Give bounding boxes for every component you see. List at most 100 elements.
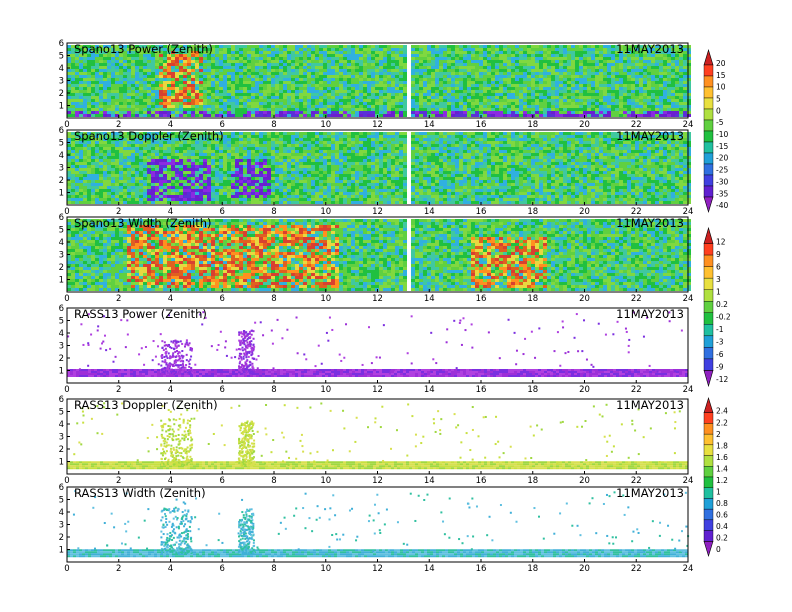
heatmap-cell (519, 78, 523, 81)
heatmap-cell (283, 87, 287, 90)
heatmap-cell (231, 108, 235, 111)
heatmap-cell (95, 180, 99, 183)
heatmap-cell (103, 99, 107, 102)
x-tick-label: 22 (631, 120, 642, 130)
heatmap-cell (167, 114, 171, 117)
heatmap-cell (463, 48, 467, 51)
heatmap-cell (511, 69, 515, 72)
heatmap-cell (267, 57, 271, 60)
heatmap-cell (247, 96, 251, 99)
heatmap-cell (231, 57, 235, 60)
heatmap-cell (607, 66, 611, 69)
heatmap-cell (203, 153, 207, 156)
heatmap-cell (495, 48, 499, 51)
heatmap-cell (199, 183, 203, 186)
heatmap-cell (567, 51, 571, 54)
heatmap-cell (111, 87, 115, 90)
heatmap-cell (331, 48, 335, 51)
heatmap-cell (255, 57, 259, 60)
heatmap-cell (259, 147, 263, 150)
heatmap-cell (195, 93, 199, 96)
heatmap-cell (115, 171, 119, 174)
heatmap-cell (475, 78, 479, 81)
heatmap-cell (567, 69, 571, 72)
heatmap-cell (431, 66, 435, 69)
heatmap-cell (231, 171, 235, 174)
heatmap-cell (447, 84, 451, 87)
heatmap-cell (367, 90, 371, 93)
heatmap-cell (219, 78, 223, 81)
heatmap-cell (499, 87, 503, 90)
heatmap-cell (655, 60, 659, 63)
heatmap-cell (255, 72, 259, 75)
heatmap-cell (171, 153, 175, 156)
heatmap-cell (683, 66, 687, 69)
heatmap-cell (423, 72, 427, 75)
heatmap-cell (335, 66, 339, 69)
heatmap-cell (591, 87, 595, 90)
heatmap-cell (95, 87, 99, 90)
heatmap-cell (507, 75, 511, 78)
heatmap-cell (603, 75, 607, 78)
heatmap-cell (511, 60, 515, 63)
heatmap-cell (83, 66, 87, 69)
heatmap-cell (147, 66, 151, 69)
heatmap-cell (111, 159, 115, 162)
heatmap-cell (311, 57, 315, 60)
heatmap-cell (259, 66, 263, 69)
heatmap-cell (603, 81, 607, 84)
heatmap-cell (127, 186, 131, 189)
heatmap-cell (575, 87, 579, 90)
heatmap-cell (335, 57, 339, 60)
heatmap-cell (671, 66, 675, 69)
heatmap-cell (139, 114, 143, 117)
heatmap-cell (615, 72, 619, 75)
heatmap-cell (135, 165, 139, 168)
heatmap-cell (235, 195, 239, 198)
heatmap-cell (439, 84, 443, 87)
heatmap-cell (511, 99, 515, 102)
heatmap-cell (471, 69, 475, 72)
heatmap-cell (567, 75, 571, 78)
heatmap-cell (267, 102, 271, 105)
heatmap-cell (235, 198, 239, 201)
heatmap-cell (327, 114, 331, 117)
heatmap-cell (111, 93, 115, 96)
heatmap-cell (495, 72, 499, 75)
heatmap-cell (499, 63, 503, 66)
heatmap-cell (571, 75, 575, 78)
heatmap-cell (499, 75, 503, 78)
heatmap-cell (535, 60, 539, 63)
heatmap-cell (107, 195, 111, 198)
heatmap-cell (219, 75, 223, 78)
heatmap-cell (99, 66, 103, 69)
heatmap-cell (571, 105, 575, 108)
heatmap-cell (143, 69, 147, 72)
heatmap-cell (683, 63, 687, 66)
heatmap-cell (323, 57, 327, 60)
heatmap-cell (667, 57, 671, 60)
heatmap-cell (147, 135, 151, 138)
heatmap-cell (383, 57, 387, 60)
heatmap-cell (259, 108, 263, 111)
heatmap-cell (331, 84, 335, 87)
heatmap-cell (175, 87, 179, 90)
heatmap-cell (515, 57, 519, 60)
heatmap-cell (363, 108, 367, 111)
heatmap-cell (595, 51, 599, 54)
heatmap-cell (627, 81, 631, 84)
heatmap-cell (287, 69, 291, 72)
heatmap-cell (403, 48, 407, 51)
heatmap-cell (483, 99, 487, 102)
heatmap-cell (627, 114, 631, 117)
heatmap-cell (447, 72, 451, 75)
heatmap-cell (603, 102, 607, 105)
heatmap-cell (67, 180, 71, 183)
heatmap-cell (595, 63, 599, 66)
heatmap-cell (91, 75, 95, 78)
heatmap-cell (247, 81, 251, 84)
heatmap-cell (103, 87, 107, 90)
heatmap-cell (683, 78, 687, 81)
heatmap-cell (499, 54, 503, 57)
heatmap-cell (235, 192, 239, 195)
